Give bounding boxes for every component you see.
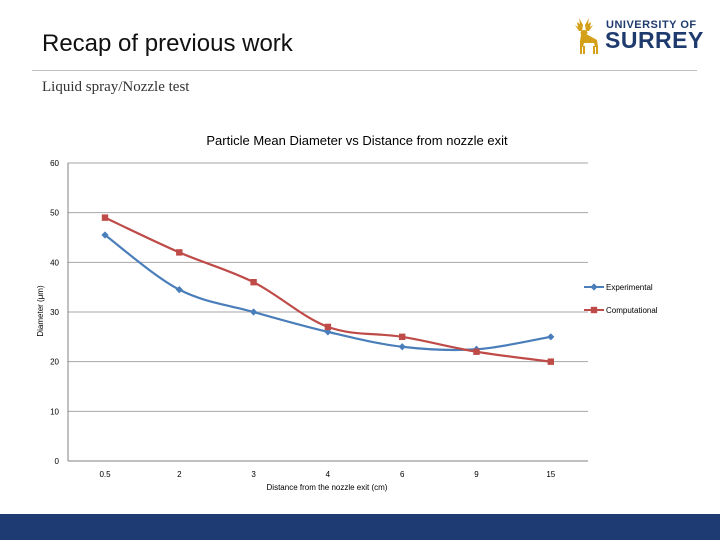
x-tick-label: 3 [251,470,256,479]
data-point-experimental [175,286,183,294]
legend-label-computational: Computational [606,306,658,315]
y-tick-labels: 0 10 20 30 40 50 60 [50,159,59,466]
footer-bar [0,514,720,540]
chart-title: Particle Mean Diameter vs Distance from … [206,133,508,148]
y-axis-label: Diameter (μm) [36,285,45,337]
legend-marker-computational [590,306,598,314]
data-point-computational [473,348,480,355]
logo-line2: SURREY [605,27,704,53]
data-point-computational [101,214,109,221]
y-tick-label: 0 [55,457,60,466]
data-point-computational [250,279,257,286]
gridlines [67,162,588,462]
x-tick-label: 2 [177,470,182,479]
title-divider [32,70,697,71]
x-tick-label: 15 [546,470,555,479]
stag-icon [575,18,598,54]
y-tick-label: 60 [50,159,59,168]
legend-marker-experimental [590,283,598,291]
logo-line1: UNIVERSITY OF [606,19,697,31]
university-logo: UNIVERSITY OF SURREY [570,14,703,58]
legend-label-experimental: Experimental [606,283,653,292]
slide-title: Recap of previous work [42,30,293,57]
series-line-computational [104,216,551,363]
data-point-computational [399,333,406,341]
y-tick-label: 10 [50,407,59,416]
x-tick-labels: 0.5 2 3 4 6 9 15 [99,470,555,479]
data-point-computational [176,249,183,256]
x-tick-label: 9 [474,470,479,479]
data-point-experimental [324,328,332,336]
slide-subtitle: Liquid spray/Nozzle test [42,79,190,95]
series-group [101,214,555,365]
x-tick-label: 4 [326,470,331,479]
data-point-experimental [547,333,555,341]
data-point-experimental [250,308,258,316]
legend: Experimental Computational [584,283,658,315]
y-tick-label: 50 [50,209,59,218]
y-tick-label: 20 [50,358,59,367]
y-tick-label: 30 [50,308,59,317]
y-tick-label: 40 [50,258,59,267]
data-point-computational [324,323,332,331]
x-tick-label: 6 [400,470,405,479]
data-point-computational [547,358,554,365]
x-tick-label: 0.5 [99,470,111,479]
data-point-experimental [398,343,406,351]
x-axis-label: Distance from the nozzle exit (cm) [267,483,388,492]
data-point-experimental [101,231,109,239]
